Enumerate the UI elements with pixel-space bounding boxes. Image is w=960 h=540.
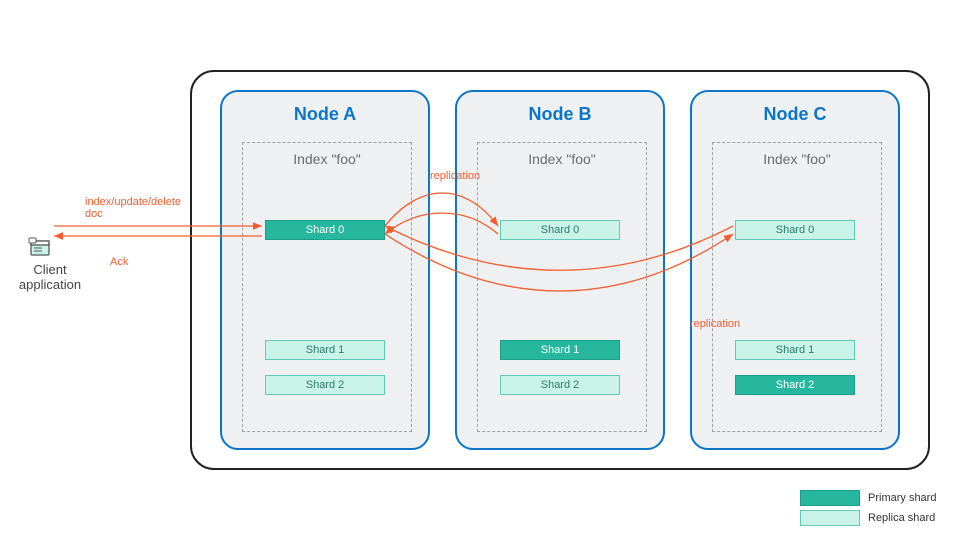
node-c: Node C Index "foo"	[690, 90, 900, 450]
shard-c-shard-0: Shard 0	[735, 220, 855, 240]
request-label: index/update/deletedoc	[85, 196, 181, 220]
node-a-title: Node A	[222, 104, 428, 125]
shard-b-shard-2: Shard 2	[500, 375, 620, 395]
shard-a-shard-2: Shard 2	[265, 375, 385, 395]
shard-c-shard-1: Shard 1	[735, 340, 855, 360]
replication-label-2: replication	[690, 318, 740, 330]
node-c-title: Node C	[692, 104, 898, 125]
shard-a-shard-0: Shard 0	[265, 220, 385, 240]
replication-label-1: replication	[430, 170, 480, 182]
node-b-index-title: Index "foo"	[478, 151, 646, 167]
node-a-index-title: Index "foo"	[243, 151, 411, 167]
node-b: Node B Index "foo"	[455, 90, 665, 450]
client-application-label: Clientapplication	[10, 262, 90, 292]
shard-b-shard-1: Shard 1	[500, 340, 620, 360]
client-application-icon	[28, 235, 52, 259]
shard-b-shard-0: Shard 0	[500, 220, 620, 240]
legend-replica-swatch	[800, 510, 860, 526]
ack-label: Ack	[110, 256, 128, 268]
legend-primary-swatch	[800, 490, 860, 506]
node-a: Node A Index "foo"	[220, 90, 430, 450]
legend-replica-label: Replica shard	[868, 512, 935, 524]
node-b-title: Node B	[457, 104, 663, 125]
legend-primary-label: Primary shard	[868, 492, 936, 504]
shard-a-shard-1: Shard 1	[265, 340, 385, 360]
shard-c-shard-2: Shard 2	[735, 375, 855, 395]
node-c-index-title: Index "foo"	[713, 151, 881, 167]
